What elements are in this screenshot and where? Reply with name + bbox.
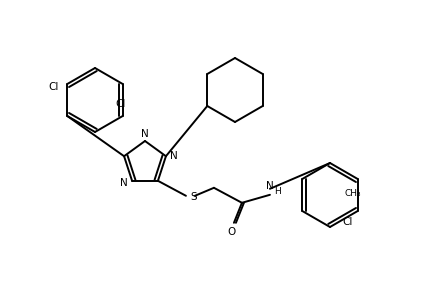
- Text: Cl: Cl: [342, 217, 352, 227]
- Text: N: N: [120, 178, 128, 188]
- Text: O: O: [228, 227, 236, 237]
- Text: CH₃: CH₃: [344, 189, 361, 198]
- Text: N: N: [170, 151, 178, 161]
- Text: H: H: [274, 187, 281, 196]
- Text: Cl: Cl: [48, 82, 58, 92]
- Text: N: N: [141, 129, 149, 139]
- Text: S: S: [190, 192, 196, 202]
- Text: N: N: [266, 181, 274, 191]
- Text: Cl: Cl: [115, 99, 126, 109]
